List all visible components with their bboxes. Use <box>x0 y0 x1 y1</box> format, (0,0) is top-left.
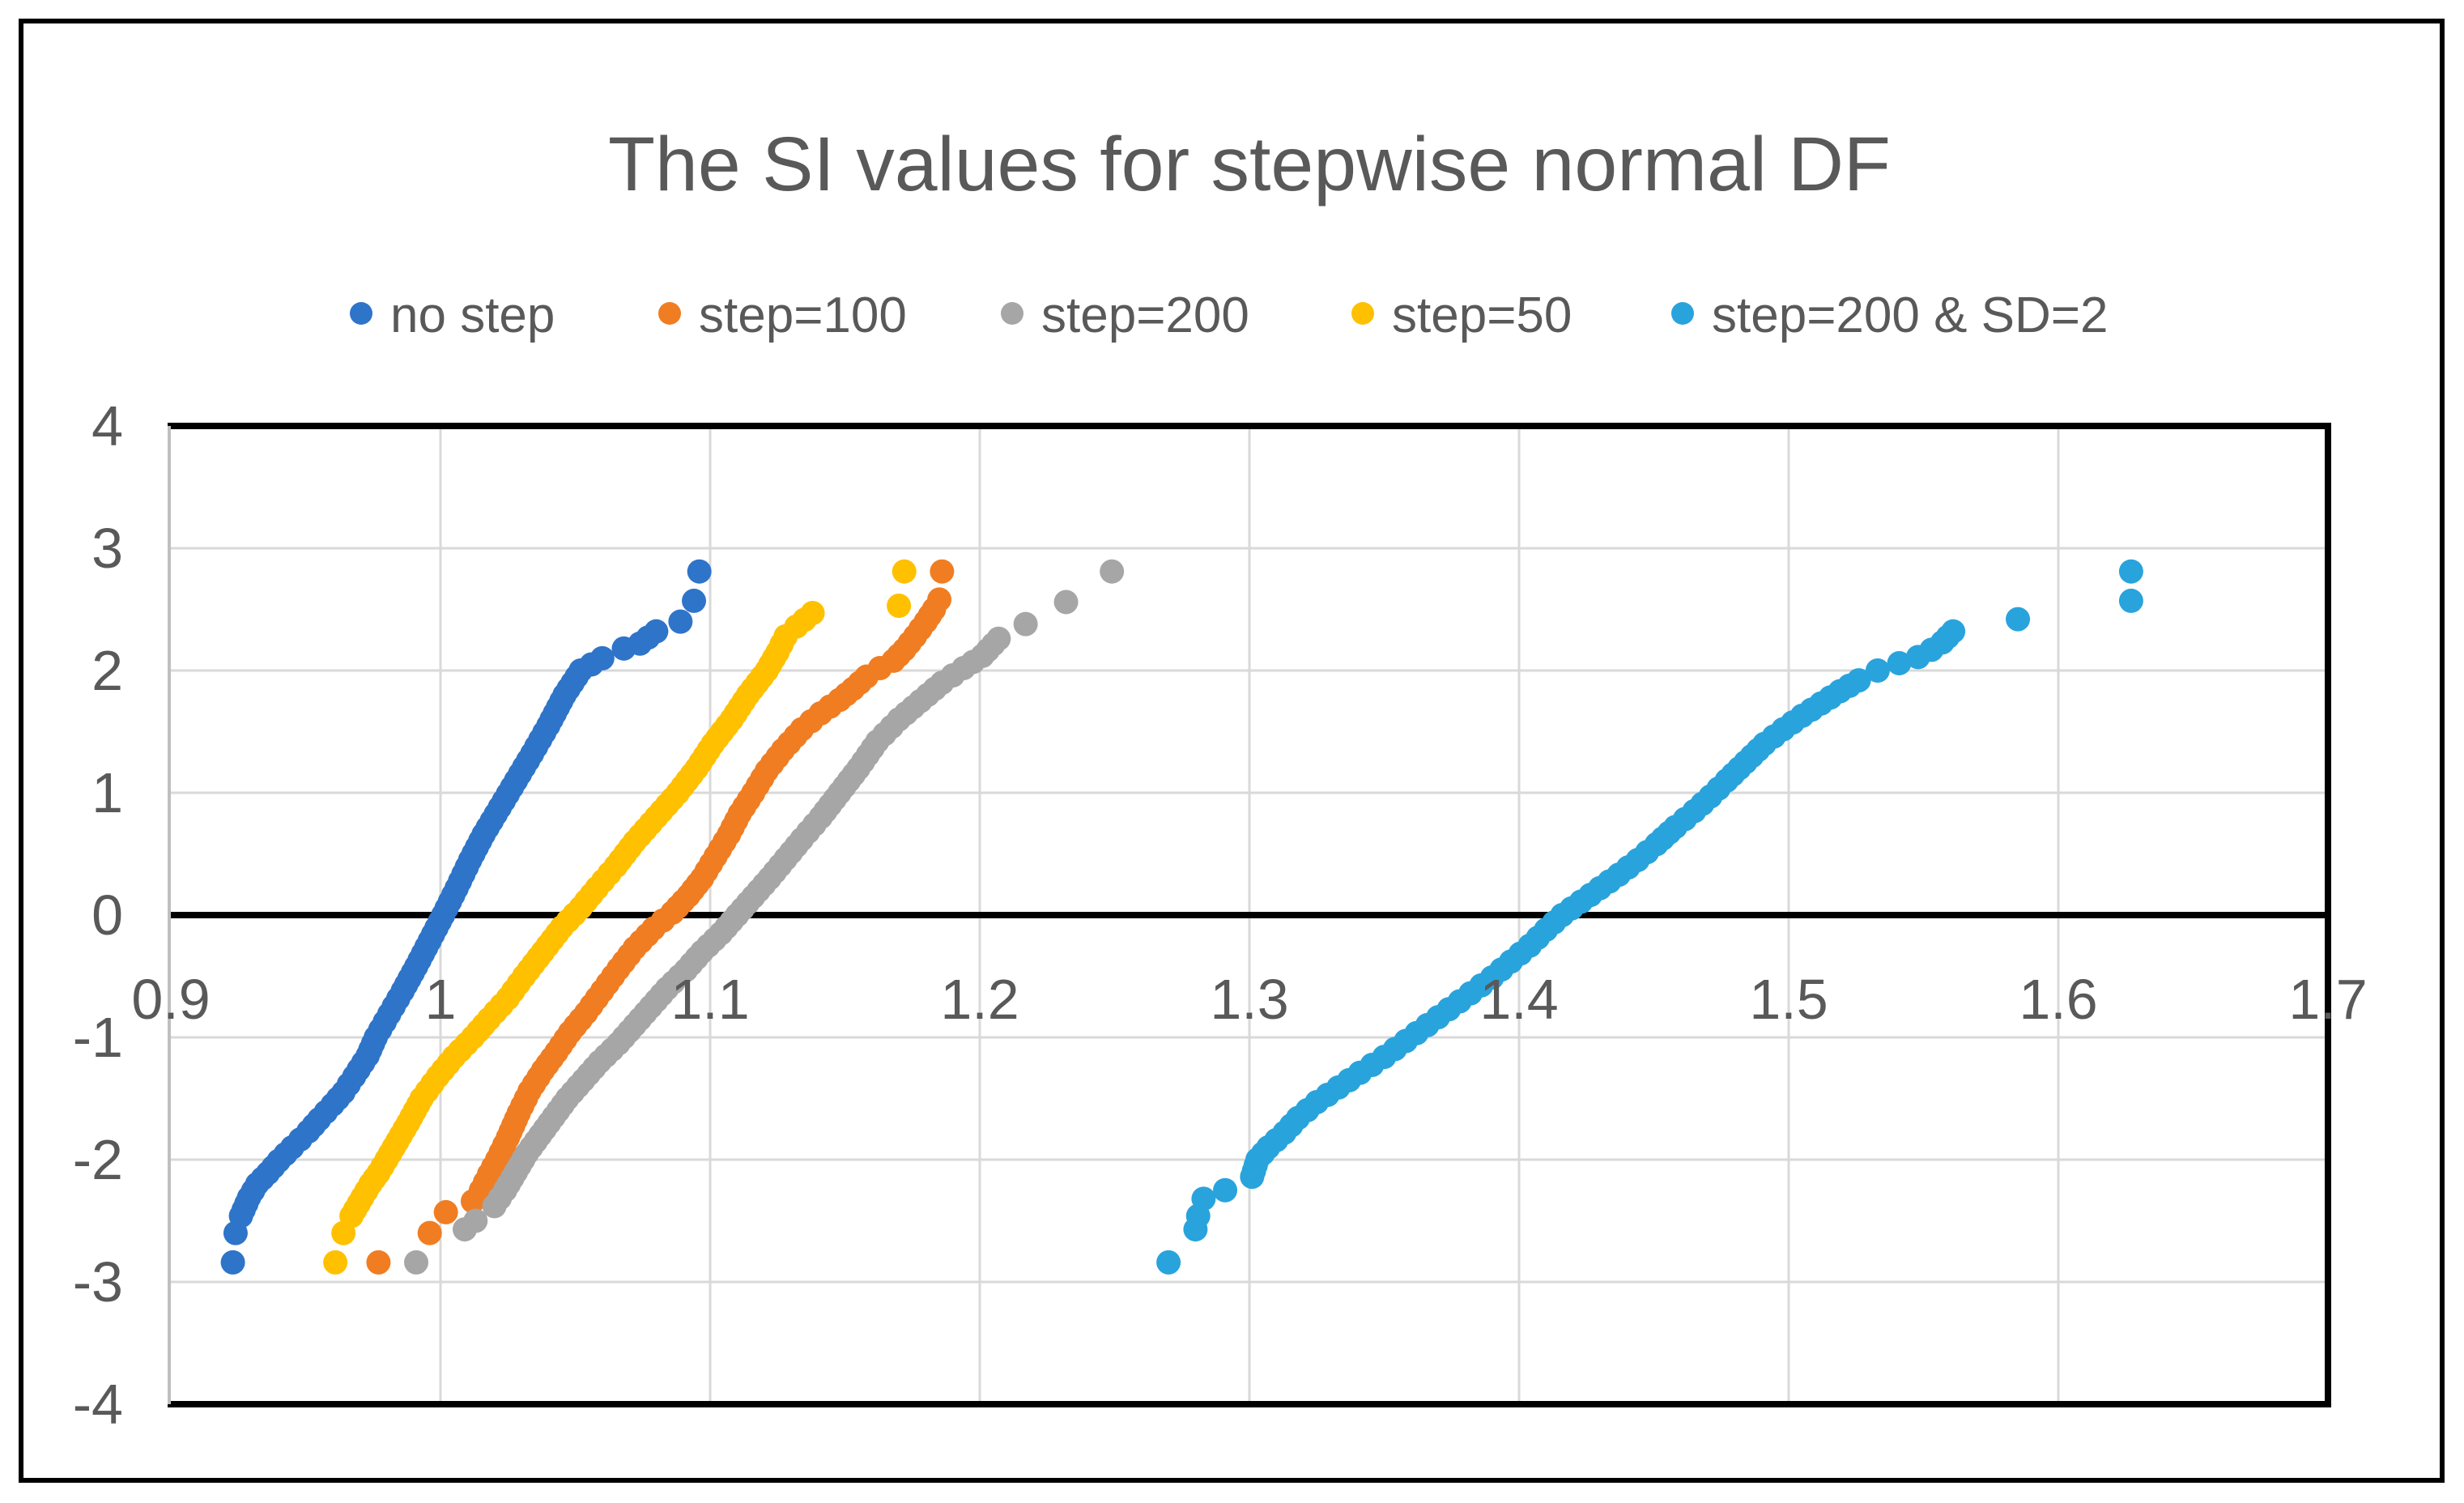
legend-label: step=200 & SD=2 <box>1712 287 2108 343</box>
legend-label: no step <box>390 287 555 343</box>
x-axis-tick-labels: 0.9 1 1.1 1.2 1.3 1.4 1.5 1.6 1.7 <box>131 968 2367 1031</box>
x-tick-label: 1.4 <box>1479 968 1558 1031</box>
series-no-step <box>220 559 712 1275</box>
plot-frame <box>168 423 2331 1407</box>
legend-marker-icon <box>350 302 372 325</box>
legend-label: step=200 <box>1041 287 1249 343</box>
legend-marker-icon <box>1671 302 1694 325</box>
legend-marker-icon <box>1351 302 1374 325</box>
y-tick-label: 3 <box>91 517 123 580</box>
y-tick-label: -2 <box>73 1128 123 1191</box>
x-tick-label: 1.1 <box>670 968 749 1031</box>
legend-item-no-step: no step <box>350 287 555 343</box>
y-tick-label: -1 <box>73 1006 123 1069</box>
x-tick-label: 1 <box>425 968 457 1031</box>
y-tick-label: -3 <box>73 1250 123 1314</box>
legend-item-step-50: step=50 <box>1351 287 1572 343</box>
legend-marker-icon <box>658 302 681 325</box>
x-tick-label: 1.7 <box>2288 968 2367 1031</box>
y-axis-tick-labels: 4 3 2 1 0 -1 -2 -3 -4 <box>73 394 123 1436</box>
y-tick-label: 1 <box>91 761 123 824</box>
y-tick-label: 4 <box>91 394 123 458</box>
x-tick-label: 1.3 <box>1210 968 1288 1031</box>
chart-title: The SI values for stepwise normal DF <box>608 121 1891 207</box>
legend-marker-icon <box>1001 302 1023 325</box>
series-step-200-sd-2 <box>1156 559 2143 1275</box>
x-tick-label: 1.6 <box>2019 968 2097 1031</box>
x-tick-label: 1.5 <box>1749 968 1828 1031</box>
x-tick-label: 0.9 <box>131 968 210 1031</box>
legend-item-step-200-sd-2: step=200 & SD=2 <box>1671 287 2108 343</box>
data-series-layer <box>220 559 2143 1275</box>
legend: no step step=100 step=200 step=50 step=200 &… <box>350 287 2108 343</box>
y-tick-label: 0 <box>91 883 123 947</box>
legend-item-step-200: step=200 <box>1001 287 1249 343</box>
legend-item-step-100: step=100 <box>658 287 907 343</box>
figure-border <box>19 19 2445 1483</box>
series-step-200 <box>404 559 1125 1275</box>
x-tick-label: 1.2 <box>940 968 1019 1031</box>
series-step-100 <box>366 559 955 1275</box>
y-tick-label: 2 <box>91 639 123 702</box>
legend-label: step=50 <box>1392 287 1572 343</box>
legend-label: step=100 <box>699 287 907 343</box>
y-tick-label: -4 <box>73 1373 123 1436</box>
series-step-50 <box>323 559 917 1275</box>
